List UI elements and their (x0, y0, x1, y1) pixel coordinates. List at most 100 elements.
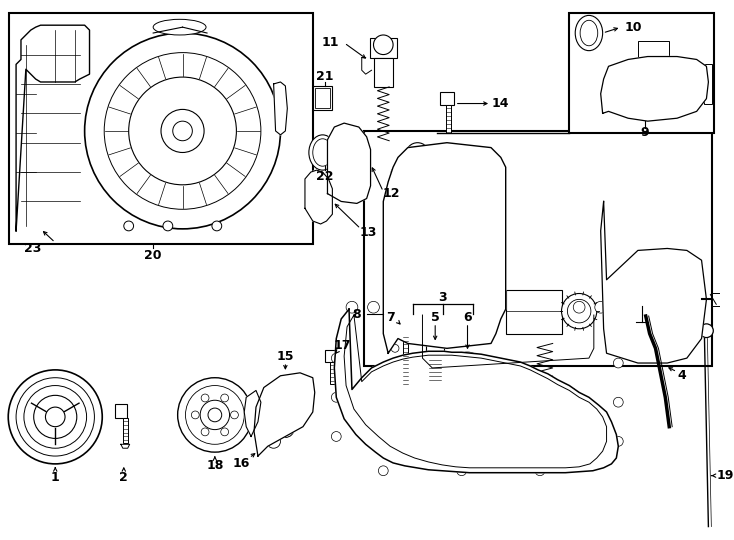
Text: 5: 5 (431, 310, 440, 323)
Bar (446, 105, 451, 133)
Text: 3: 3 (437, 291, 446, 304)
Circle shape (201, 428, 209, 436)
Bar (315, 88, 330, 109)
Text: 13: 13 (360, 226, 377, 239)
Text: 11: 11 (321, 36, 339, 49)
Circle shape (391, 345, 399, 352)
Circle shape (392, 301, 404, 313)
Ellipse shape (313, 139, 333, 166)
Circle shape (200, 400, 230, 430)
Circle shape (457, 466, 467, 476)
Text: 7: 7 (386, 310, 394, 323)
Bar (401, 325, 409, 335)
Polygon shape (254, 373, 315, 456)
Circle shape (161, 110, 204, 152)
Circle shape (46, 407, 65, 427)
Text: 20: 20 (145, 249, 162, 262)
Text: 10: 10 (624, 21, 642, 33)
Circle shape (368, 301, 379, 313)
Circle shape (331, 431, 341, 441)
Circle shape (178, 377, 252, 452)
Bar (705, 64, 712, 104)
Text: 8: 8 (352, 308, 361, 321)
Circle shape (266, 435, 280, 448)
Circle shape (221, 394, 228, 402)
Text: 21: 21 (316, 70, 333, 83)
Bar (364, 131, 712, 366)
Circle shape (614, 358, 623, 368)
Circle shape (424, 223, 459, 258)
Circle shape (677, 299, 697, 319)
Circle shape (104, 52, 261, 210)
Circle shape (342, 156, 356, 169)
Circle shape (595, 301, 606, 313)
Circle shape (208, 408, 222, 422)
Circle shape (391, 207, 399, 215)
Text: 17: 17 (333, 339, 351, 352)
Text: 4: 4 (677, 369, 686, 382)
Circle shape (16, 377, 95, 456)
Bar (10, 14, 313, 244)
Bar (440, 92, 454, 105)
Circle shape (313, 207, 324, 217)
Bar (403, 335, 408, 386)
Circle shape (379, 466, 388, 476)
Circle shape (700, 324, 713, 338)
Bar (638, 41, 669, 58)
Text: 19: 19 (716, 469, 733, 482)
Circle shape (392, 163, 420, 191)
Circle shape (335, 175, 343, 183)
Circle shape (630, 283, 653, 306)
Circle shape (674, 94, 690, 110)
Polygon shape (334, 309, 618, 472)
Text: 12: 12 (382, 187, 400, 200)
Circle shape (337, 151, 361, 174)
Circle shape (625, 277, 680, 332)
Circle shape (331, 393, 341, 402)
Text: 15: 15 (277, 350, 294, 363)
Bar (570, 14, 714, 133)
Text: 22: 22 (316, 171, 333, 184)
Circle shape (84, 33, 280, 229)
Circle shape (567, 299, 591, 323)
Circle shape (221, 428, 228, 436)
Polygon shape (327, 123, 371, 204)
Circle shape (331, 353, 341, 363)
Circle shape (277, 420, 294, 437)
Circle shape (640, 96, 655, 111)
Bar (115, 404, 127, 418)
Circle shape (608, 301, 619, 313)
Ellipse shape (458, 358, 477, 377)
Bar (324, 350, 336, 362)
Bar (370, 38, 397, 57)
Bar (426, 343, 444, 357)
Circle shape (346, 301, 358, 313)
Circle shape (128, 77, 236, 185)
Circle shape (406, 143, 429, 166)
Circle shape (573, 301, 585, 313)
Circle shape (374, 35, 393, 55)
Text: 2: 2 (120, 471, 128, 484)
Circle shape (355, 146, 363, 153)
Bar (535, 388, 574, 397)
Ellipse shape (580, 21, 597, 46)
Ellipse shape (575, 16, 603, 51)
Polygon shape (383, 143, 506, 353)
Circle shape (391, 305, 399, 313)
Text: 16: 16 (233, 457, 250, 470)
Circle shape (163, 221, 172, 231)
Circle shape (614, 397, 623, 407)
Circle shape (212, 221, 222, 231)
Text: 14: 14 (492, 97, 509, 110)
Circle shape (420, 167, 439, 187)
Text: 9: 9 (641, 126, 649, 139)
Bar (712, 293, 720, 306)
Bar (383, 265, 398, 304)
Circle shape (355, 175, 363, 183)
Polygon shape (274, 82, 287, 135)
Circle shape (562, 294, 597, 329)
Circle shape (172, 121, 192, 141)
Text: 18: 18 (206, 460, 224, 472)
Text: 1: 1 (51, 471, 59, 484)
Circle shape (264, 402, 283, 422)
